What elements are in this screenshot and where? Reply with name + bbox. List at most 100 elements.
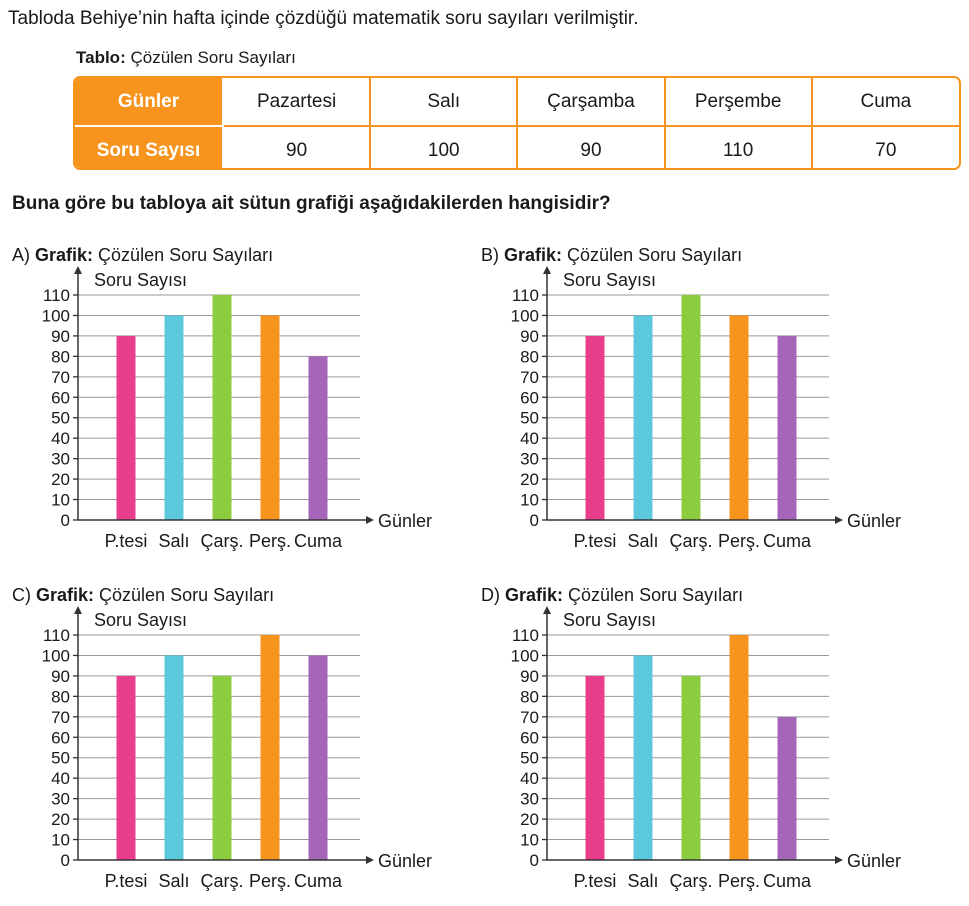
y-tick-label: 90: [51, 667, 70, 686]
x-axis-arrow: [835, 856, 843, 864]
x-axis-label: Günler: [378, 851, 432, 871]
chart-title-bold: Grafik:: [35, 245, 98, 265]
intro-text: Tabloda Behiye’nin hafta içinde çözdüğü …: [8, 8, 639, 29]
option-label: A): [12, 245, 35, 265]
x-tick-label: Cuma: [763, 531, 812, 551]
y-tick-label: 100: [511, 646, 539, 665]
y-tick-label: 70: [520, 368, 539, 387]
y-tick-label: 50: [520, 409, 539, 428]
x-tick-label: P.tesi: [574, 871, 617, 891]
y-tick-label: 110: [43, 286, 70, 305]
chart-title: D) Grafik: Çözülen Soru Sayıları: [481, 585, 743, 605]
x-tick-label: P.tesi: [105, 531, 148, 551]
option-c-chart[interactable]: C) Grafik: Çözülen Soru Sayıları Soru Say…: [8, 580, 478, 900]
y-tick-label: 110: [43, 626, 70, 645]
y-tick-label: 0: [61, 851, 70, 870]
x-tick-label: Perş.: [718, 871, 760, 891]
y-tick-label: 30: [520, 450, 539, 469]
x-tick-label: Salı: [158, 531, 189, 551]
bar-chart: B) Grafik: Çözülen Soru Sayıları Soru Say…: [481, 245, 901, 551]
y-axis-label: Soru Sayısı: [94, 610, 187, 630]
table-cell-day: Perşembe: [663, 78, 813, 127]
x-axis-label: Günler: [847, 511, 901, 531]
option-label: B): [481, 245, 504, 265]
x-tick-label: Perş.: [249, 871, 291, 891]
y-tick-label: 60: [51, 728, 70, 747]
y-tick-label: 20: [520, 810, 539, 829]
y-tick-label: 10: [520, 491, 539, 510]
y-tick-label: 80: [51, 347, 70, 366]
bar: [308, 655, 328, 860]
y-tick-label: 80: [51, 687, 70, 706]
y-axis-arrow: [74, 606, 82, 614]
table-cell-count: 90: [516, 125, 666, 168]
x-tick-label: P.tesi: [105, 871, 148, 891]
bar: [633, 655, 653, 860]
chart-title: C) Grafik: Çözülen Soru Sayıları: [12, 585, 274, 605]
bar: [260, 315, 280, 520]
bar: [116, 335, 136, 520]
y-axis-label: Soru Sayısı: [563, 270, 656, 290]
y-tick-label: 60: [520, 388, 539, 407]
x-tick-label: Çarş.: [200, 871, 243, 891]
chart-title: A) Grafik: Çözülen Soru Sayıları: [12, 245, 273, 265]
y-tick-label: 110: [512, 626, 539, 645]
row-header-counts: Soru Sayısı: [75, 125, 224, 168]
x-tick-label: Çarş.: [669, 871, 712, 891]
y-tick-label: 70: [51, 708, 70, 727]
x-tick-label: Çarş.: [669, 531, 712, 551]
table-cell-count: 90: [221, 125, 372, 168]
y-axis-arrow: [543, 606, 551, 614]
table-cell-day: Çarşamba: [516, 78, 666, 127]
bar: [585, 335, 605, 520]
y-tick-label: 100: [511, 306, 539, 325]
chart-title-text: Çözülen Soru Sayıları: [568, 585, 743, 605]
y-tick-label: 80: [520, 347, 539, 366]
table-cell-count: 70: [810, 125, 959, 168]
bar: [729, 315, 749, 520]
x-axis-arrow: [366, 856, 374, 864]
y-tick-label: 0: [61, 511, 70, 530]
option-d-chart[interactable]: D) Grafik: Çözülen Soru Sayıları Soru Say…: [477, 580, 947, 900]
bar: [777, 716, 797, 860]
table-cell-count: 110: [663, 125, 813, 168]
bar: [777, 335, 797, 520]
bar: [164, 655, 184, 860]
table-caption: Tablo: Çözülen Soru Sayıları: [76, 48, 296, 68]
x-tick-label: Perş.: [718, 531, 760, 551]
x-axis-arrow: [835, 516, 843, 524]
y-tick-label: 10: [51, 491, 70, 510]
x-axis-arrow: [366, 516, 374, 524]
table-caption-bold: Tablo:: [76, 48, 126, 67]
bar: [681, 295, 701, 520]
row-header-days: Günler: [75, 78, 224, 127]
table-cell-count: 100: [369, 125, 519, 168]
y-tick-label: 10: [51, 831, 70, 850]
y-tick-label: 50: [520, 749, 539, 768]
data-table: Günler Pazartesi Salı Çarşamba Perşembe …: [73, 76, 961, 170]
bar-chart: C) Grafik: Çözülen Soru Sayıları Soru Say…: [12, 585, 432, 891]
option-b-chart[interactable]: B) Grafik: Çözülen Soru Sayıları Soru Say…: [477, 240, 947, 560]
y-tick-label: 40: [520, 769, 539, 788]
y-tick-label: 30: [51, 450, 70, 469]
bar-chart: A) Grafik: Çözülen Soru Sayıları Soru Say…: [12, 245, 432, 551]
chart-title-bold: Grafik:: [505, 585, 568, 605]
y-tick-label: 40: [520, 429, 539, 448]
bar: [585, 675, 605, 860]
y-tick-label: 90: [520, 667, 539, 686]
y-tick-label: 40: [51, 769, 70, 788]
chart-title-text: Çözülen Soru Sayıları: [99, 585, 274, 605]
option-a-chart[interactable]: A) Grafik: Çözülen Soru Sayıları Soru Say…: [8, 240, 478, 560]
chart-title-bold: Grafik:: [504, 245, 567, 265]
y-tick-label: 90: [520, 327, 539, 346]
bar-chart: D) Grafik: Çözülen Soru Sayıları Soru Say…: [481, 585, 901, 891]
x-tick-label: Salı: [627, 871, 658, 891]
chart-title-text: Çözülen Soru Sayıları: [98, 245, 273, 265]
y-tick-label: 70: [51, 368, 70, 387]
bar: [681, 675, 701, 860]
bar: [164, 315, 184, 520]
option-label: D): [481, 585, 505, 605]
x-tick-label: Cuma: [294, 531, 343, 551]
table-row-counts: Soru Sayısı 90 100 90 110 70: [75, 125, 959, 168]
y-tick-label: 0: [530, 511, 539, 530]
